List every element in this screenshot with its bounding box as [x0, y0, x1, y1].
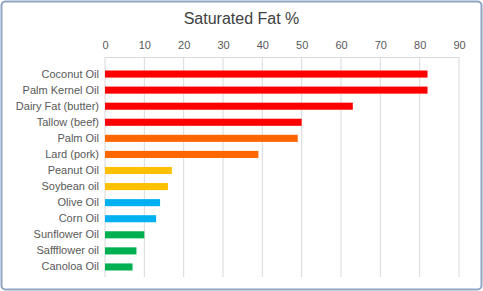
category-label: Canoloa Oil — [42, 260, 99, 272]
category-tick: Sunflower Oil — [34, 228, 99, 240]
category-label: Tallow (beef) — [37, 116, 99, 128]
category-label: Corn Oil — [59, 212, 99, 224]
tick-label: 10 — [139, 39, 151, 51]
tick: 50 — [296, 39, 308, 57]
category-tick: Dairy Fat (butter) — [16, 100, 99, 112]
chart-frame — [2, 2, 482, 290]
tick: 20 — [178, 39, 190, 57]
bar — [105, 103, 353, 110]
category-tick: Olive Oil — [57, 196, 99, 208]
grid-line — [459, 57, 460, 277]
bar — [105, 199, 160, 206]
category-label: Saffflower oil — [36, 244, 99, 256]
tick-label: 60 — [335, 39, 347, 51]
category-label: Sunflower Oil — [34, 228, 99, 240]
grid — [105, 57, 459, 277]
category-label: Dairy Fat (butter) — [16, 100, 99, 112]
tick: 10 — [139, 39, 151, 57]
category-tick: Palm Oil — [57, 132, 99, 144]
category-tick: Tallow (beef) — [37, 116, 99, 128]
tick: 30 — [217, 39, 229, 57]
bar — [105, 183, 168, 190]
bar — [105, 247, 136, 254]
category-label: Lard (pork) — [45, 148, 99, 160]
tick: 0 — [102, 39, 108, 57]
axis-line — [106, 57, 460, 58]
tick-label: 40 — [257, 39, 269, 51]
tick: 70 — [375, 39, 387, 57]
tick-label: 80 — [414, 39, 426, 51]
chart: Saturated Fat % 0 10 20 30 40 50 60 70 80 90 Coconu… — [0, 0, 483, 291]
bar — [105, 167, 172, 174]
category-label: Palm Oil — [57, 132, 99, 144]
bar — [105, 263, 133, 270]
tick-label: 70 — [375, 39, 387, 51]
tick-label: 90 — [453, 39, 465, 51]
bar — [105, 135, 298, 142]
tick: 60 — [335, 39, 347, 57]
x-axis: 0 10 20 30 40 50 60 70 80 90 — [102, 39, 465, 58]
tick: 80 — [414, 39, 426, 57]
tick-label: 0 — [102, 39, 108, 51]
category-axis: Coconut Oil Palm Kernel Oil Dairy Fat (but… — [16, 68, 99, 273]
category-tick: Coconut Oil — [42, 68, 99, 80]
category-tick: Canoloa Oil — [42, 260, 99, 272]
bar — [105, 87, 428, 94]
category-tick: Lard (pork) — [45, 148, 99, 160]
category-label: Palm Kernel Oil — [23, 84, 99, 96]
title: Saturated Fat % — [184, 10, 300, 27]
bar — [105, 71, 428, 78]
category-tick: Palm Kernel Oil — [23, 84, 99, 96]
bar — [105, 215, 156, 222]
category-label: Peanut Oil — [48, 164, 99, 176]
bar — [105, 231, 144, 238]
tick-label: 30 — [217, 39, 229, 51]
bar — [105, 119, 302, 126]
category-tick: Peanut Oil — [48, 164, 99, 176]
category-label: Coconut Oil — [42, 68, 99, 80]
tick-label: 50 — [296, 39, 308, 51]
tick: 40 — [257, 39, 269, 57]
bars — [105, 71, 428, 271]
category-tick: Soybean oil — [42, 180, 100, 192]
category-tick: Corn Oil — [59, 212, 99, 224]
bar — [105, 151, 258, 158]
category-tick: Saffflower oil — [36, 244, 99, 256]
tick: 90 — [453, 39, 465, 57]
category-label: Soybean oil — [42, 180, 100, 192]
tick-label: 20 — [178, 39, 190, 51]
category-label: Olive Oil — [57, 196, 99, 208]
